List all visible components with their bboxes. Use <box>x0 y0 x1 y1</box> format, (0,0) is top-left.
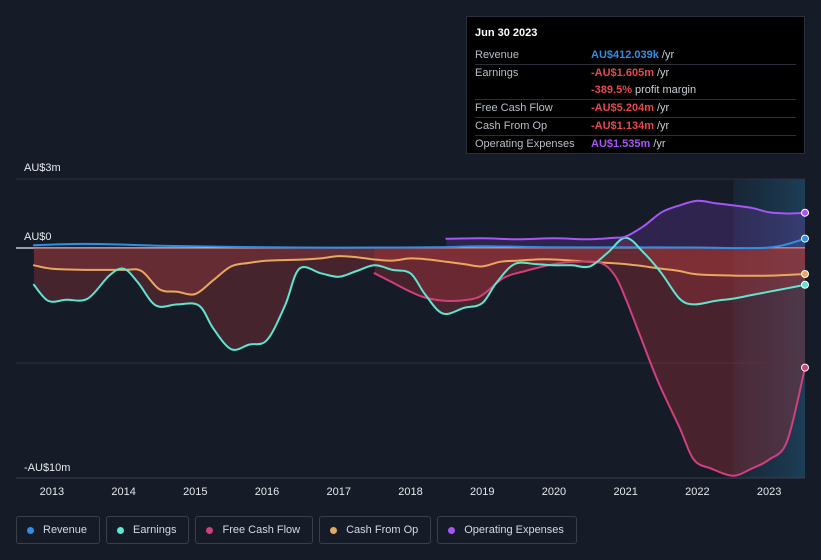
highlight-region <box>733 179 805 478</box>
legend-item-cash-from-op[interactable]: Cash From Op <box>319 516 432 544</box>
tooltip-unit: /yr <box>653 138 666 150</box>
tooltip-unit: /yr <box>656 67 670 79</box>
x-tick-label: 2013 <box>40 486 64 498</box>
y-tick-label: AU$0 <box>24 231 52 243</box>
tooltip-label: Operating Expenses <box>475 138 575 150</box>
legend: Revenue Earnings Free Cash Flow Cash Fro… <box>16 516 577 544</box>
x-tick-label: 2023 <box>757 486 781 498</box>
legend-dot-icon <box>117 526 125 534</box>
tooltip-value: -AU$5.204m <box>591 102 654 114</box>
tooltip-row-free-cash-flow: Free Cash Flow -AU$5.204m /yr <box>475 99 796 117</box>
tooltip-row-operating-expenses: Operating Expenses AU$1.535m /yr <box>475 135 796 153</box>
tooltip-unit: /yr <box>656 102 670 114</box>
x-tick-label: 2016 <box>255 486 279 498</box>
legend-dot-icon <box>206 526 214 534</box>
legend-item-operating-expenses[interactable]: Operating Expenses <box>437 516 577 544</box>
tooltip-unit: /yr <box>656 120 670 132</box>
x-tick-label: 2017 <box>327 486 351 498</box>
x-tick-label: 2020 <box>542 486 566 498</box>
tooltip-label: Cash From Op <box>475 120 548 132</box>
legend-item-earnings[interactable]: Earnings <box>106 516 190 544</box>
tooltip-label: Free Cash Flow <box>475 102 553 114</box>
legend-dot-icon <box>330 526 338 534</box>
legend-dot-icon <box>448 526 456 534</box>
x-tick-label: 2021 <box>613 486 637 498</box>
tooltip-row-revenue: Revenue AU$412.039k /yr <box>475 47 796 64</box>
revenue-line <box>32 237 806 250</box>
operating-expenses-end-point <box>801 208 809 217</box>
cash-from-op-line <box>32 255 806 296</box>
tooltip-label: Revenue <box>475 49 520 61</box>
x-tick-label: 2018 <box>398 486 422 498</box>
operating-expenses-area <box>446 200 805 248</box>
cash-from-op-end-point <box>801 269 809 278</box>
revenue-area <box>33 238 805 249</box>
legend-label: Revenue <box>43 524 88 536</box>
y-tick-label: -AU$10m <box>24 462 70 474</box>
legend-item-revenue[interactable]: Revenue <box>16 516 101 544</box>
x-tick-label: 2022 <box>685 486 709 498</box>
earnings-line <box>32 236 806 351</box>
tooltip-row-earnings: Earnings -AU$1.605m /yr <box>475 64 796 82</box>
legend-label: Cash From Op <box>346 524 419 536</box>
free-cash-flow-line <box>373 260 806 477</box>
tooltip-value: -AU$1.605m <box>591 67 654 79</box>
earnings-area <box>33 237 805 350</box>
legend-label: Earnings <box>133 524 177 536</box>
tooltip-value: -AU$1.134m <box>591 120 654 132</box>
y-tick-label: AU$3m <box>24 162 61 174</box>
tooltip-unit: profit margin <box>634 84 697 96</box>
cash-from-op-area <box>33 248 805 295</box>
tooltip-date: Jun 30 2023 <box>475 27 538 39</box>
tooltip-value: -389.5% <box>591 84 632 96</box>
earnings-end-point <box>801 280 809 289</box>
x-tick-label: 2015 <box>183 486 207 498</box>
tooltip-value: AU$1.535m <box>591 138 651 150</box>
tooltip-label: Earnings <box>475 67 519 79</box>
tooltip-row-profit-margin: -389.5% profit margin <box>475 82 796 99</box>
tooltip: Jun 30 2023 Revenue AU$412.039k /yr Earn… <box>466 16 805 154</box>
revenue-end-point <box>801 234 809 243</box>
x-tick-label: 2014 <box>111 486 135 498</box>
tooltip-label <box>475 82 591 99</box>
legend-dot-icon <box>27 526 34 534</box>
tooltip-unit: /yr <box>661 49 675 61</box>
free-cash-flow-end-point <box>801 363 809 372</box>
legend-item-free-cash-flow[interactable]: Free Cash Flow <box>195 516 314 544</box>
legend-label: Free Cash Flow <box>222 524 301 536</box>
legend-label: Operating Expenses <box>464 524 564 536</box>
tooltip-row-cash-from-op: Cash From Op -AU$1.134m /yr <box>475 117 796 135</box>
x-tick-label: 2019 <box>470 486 494 498</box>
tooltip-value: AU$412.039k <box>591 49 659 61</box>
operating-expenses-line <box>445 199 806 241</box>
